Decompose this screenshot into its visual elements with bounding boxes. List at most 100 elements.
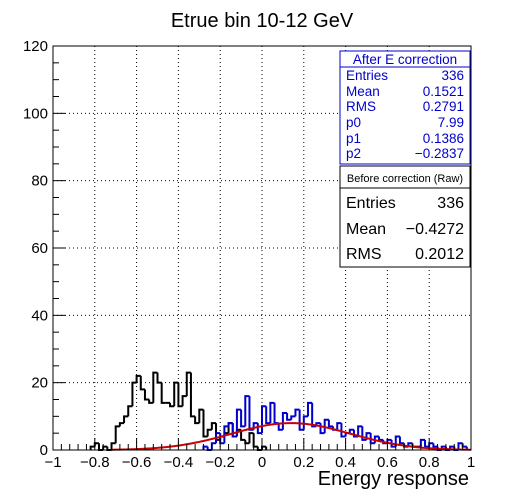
histogram-bin <box>394 435 400 447</box>
stats-before-title: Before correction (Raw) <box>347 173 463 185</box>
gaussian-fit-curve <box>111 422 472 451</box>
histogram-bin <box>306 401 313 417</box>
histogram-after-correction <box>202 395 468 451</box>
histogram-bin <box>277 423 283 431</box>
histogram-bin <box>240 429 246 441</box>
y-tick-label: 20 <box>31 375 48 392</box>
histogram-bin <box>348 428 354 434</box>
chart-title: Etrue bin 10-12 GeV <box>171 10 354 32</box>
stats-after-entries-value: 336 <box>441 68 464 83</box>
histogram-bin <box>398 436 405 445</box>
histogram-bin <box>269 401 275 424</box>
histogram-bin <box>273 402 279 425</box>
x-tick-label: −0.2 <box>205 454 235 471</box>
histogram-bin <box>261 405 267 434</box>
histogram-bin <box>131 381 137 407</box>
histogram-bin <box>231 423 237 438</box>
stats-before-rms-label: RMS <box>346 246 382 263</box>
histogram-bin <box>227 422 233 427</box>
stats-box-before-correction: Before correction (Raw) Entries 336 Mean… <box>339 165 471 268</box>
histogram-bin <box>135 374 141 383</box>
histogram-bin <box>152 371 158 403</box>
fit-layer <box>111 422 472 451</box>
histogram-bin <box>198 408 204 424</box>
histogram-bin <box>252 433 258 448</box>
x-tick-label: 0 <box>258 454 266 471</box>
histogram-bin <box>148 399 154 404</box>
histogram-bin <box>156 372 162 384</box>
stats-after-entries-label: Entries <box>346 68 388 83</box>
stats-before-rms-value: 0.2012 <box>415 246 464 263</box>
histogram-bin <box>248 432 254 444</box>
stats-box-after-correction: After E correction Entries 336 Mean 0.15… <box>339 50 471 165</box>
stats-after-p1-value: 0.1386 <box>423 131 464 146</box>
stats-before-entries-label: Entries <box>346 195 396 212</box>
stats-after-rms-label: RMS <box>346 99 376 114</box>
histogram-bin <box>390 439 396 448</box>
histogram-bin <box>127 405 133 417</box>
histogram-bin <box>169 402 175 408</box>
stats-after-mean-value: 0.1521 <box>423 84 464 99</box>
x-tick-label: 0.2 <box>293 454 314 471</box>
histogram-bin <box>323 418 329 434</box>
histogram-bin <box>143 389 150 401</box>
histogram-bin <box>294 408 300 417</box>
y-tick-label: 0 <box>40 442 48 459</box>
histogram-bin <box>240 409 246 428</box>
histogram-bin <box>206 428 212 437</box>
histogram-bin <box>290 415 296 420</box>
histogram-bin <box>311 402 317 428</box>
x-tick-label: −0.4 <box>164 454 194 471</box>
y-tick-label: 40 <box>31 307 48 324</box>
histogram-bin <box>432 443 438 448</box>
histogram-bin <box>361 426 367 441</box>
histogram-bin <box>114 425 120 444</box>
stats-after-title: After E correction <box>353 52 457 67</box>
axes: −1 −0.8 −0.6 −0.4 −0.2 0 0.2 0.4 0.6 0.8 1 0 20 40 60 8… <box>23 38 475 471</box>
histogram-bin <box>327 419 334 428</box>
histogram-bin <box>123 415 129 424</box>
histogram-bin <box>185 371 191 397</box>
stats-after-p1-label: p1 <box>346 131 361 146</box>
histogram-bin <box>265 406 271 425</box>
histogram-series-layer <box>89 371 468 451</box>
histogram-bin <box>340 423 346 438</box>
histogram-bin <box>210 442 217 450</box>
x-tick-label: −1 <box>44 454 61 471</box>
histogram-bin <box>244 439 250 445</box>
x-tick-label: 1 <box>467 454 475 471</box>
histogram-bin <box>223 425 229 444</box>
stats-after-p0-label: p0 <box>346 115 361 130</box>
histogram-bin <box>457 442 463 450</box>
histogram-bin <box>302 415 308 430</box>
y-tick-label: 60 <box>31 240 48 257</box>
histogram-bin <box>210 422 217 430</box>
histogram-bin <box>160 382 166 404</box>
stats-after-p0-value: 7.99 <box>438 115 464 130</box>
x-axis-label: Energy response <box>318 468 469 490</box>
histogram-bin <box>194 416 200 425</box>
histogram-bin <box>336 422 342 430</box>
histogram-bin <box>352 429 359 438</box>
histogram-bin <box>235 408 242 437</box>
histogram-bin <box>461 443 467 448</box>
histogram-bin <box>286 412 292 421</box>
x-tick-label: 0.6 <box>377 454 398 471</box>
stats-before-mean-value: −0.4272 <box>406 221 464 238</box>
x-tick-label: −0.6 <box>122 454 152 471</box>
histogram-bin <box>298 409 304 431</box>
histogram-bin <box>177 382 183 408</box>
y-tick-label: 100 <box>23 105 48 122</box>
histogram-bin <box>244 395 250 427</box>
histogram-bin <box>189 372 196 418</box>
histogram-bin <box>139 375 145 391</box>
x-tick-label: 0.4 <box>335 454 356 471</box>
histogram-bin <box>424 439 430 448</box>
stats-after-p2-value: −0.2837 <box>415 146 464 161</box>
histogram-bin <box>89 445 95 450</box>
stats-before-mean-label: Mean <box>346 221 386 238</box>
stats-after-mean-label: Mean <box>346 84 380 99</box>
histogram-bin <box>357 425 363 437</box>
histogram-bin <box>369 433 375 445</box>
